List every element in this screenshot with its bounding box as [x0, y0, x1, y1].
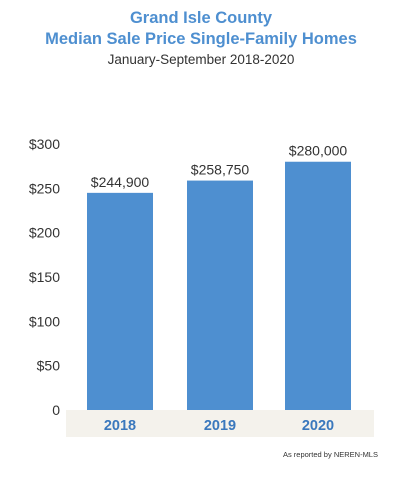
bar	[285, 161, 351, 410]
bar	[87, 192, 153, 410]
y-tick-label: $200	[29, 225, 60, 241]
data-label: $244,900	[91, 174, 150, 190]
y-tick-label: $150	[29, 269, 60, 285]
x-tick-label: 2020	[302, 418, 334, 434]
chart-title: Grand Isle County	[129, 9, 273, 27]
y-tick-label: $300	[29, 136, 60, 152]
data-label: $280,000	[289, 143, 348, 159]
chart-title-block: Grand Isle County Median Sale Price Sing…	[0, 8, 402, 70]
bar	[187, 180, 253, 410]
y-tick-label: $100	[29, 313, 60, 329]
y-tick-label: 0	[52, 402, 60, 418]
chart-subtitle: January-September 2018-2020	[107, 52, 295, 67]
y-tick-label: $250	[29, 180, 60, 196]
x-tick-label: 2018	[104, 418, 136, 434]
x-axis-band	[66, 410, 374, 437]
chart-title-line-2: Median Sale Price Single-Family Homes	[45, 30, 357, 48]
x-tick-label: 2019	[204, 418, 236, 434]
source-note: As reported by NEREN-MLS	[282, 450, 378, 459]
y-tick-label: $50	[37, 358, 61, 374]
data-label: $258,750	[191, 162, 250, 178]
